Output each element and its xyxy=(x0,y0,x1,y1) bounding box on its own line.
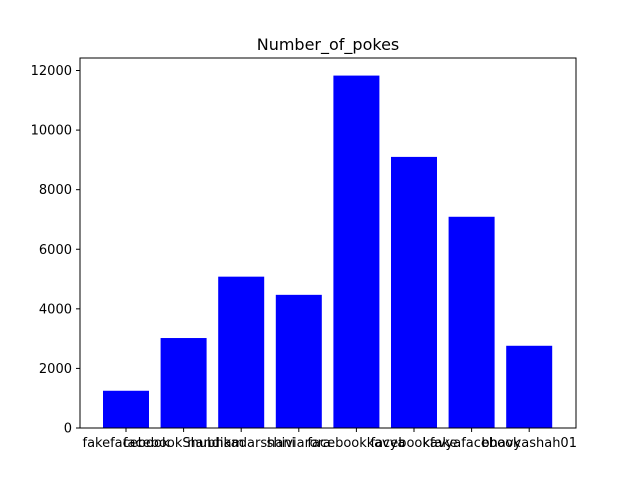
y-tick-label: 0 xyxy=(64,422,72,437)
x-tick-label: bhavyashah01 xyxy=(481,436,577,451)
y-axis: 0 2000 4000 6000 8000 10000 12000 xyxy=(31,64,80,437)
y-tick-label: 4000 xyxy=(39,302,72,317)
x-tick-label: facebookfake xyxy=(371,436,458,451)
y-tick-label: 12000 xyxy=(31,64,72,79)
x-tick-label: facebookkavya xyxy=(307,436,405,451)
x-tick-label: shiviarora xyxy=(267,436,331,451)
x-tick-label: facebookShubham xyxy=(123,436,244,451)
y-tick-label: 10000 xyxy=(31,124,72,139)
bar-facebookfake xyxy=(391,156,437,428)
chart-title: Number_of_pokes xyxy=(257,35,400,55)
bar-bhavyashah01 xyxy=(506,345,553,428)
y-tick-label: 2000 xyxy=(39,362,72,377)
bar-kavyafacebook xyxy=(448,216,495,428)
x-tick-label: fakefacebook xyxy=(83,436,170,451)
x-tick-label: kavyafacebook xyxy=(423,436,521,451)
bar-nandikadarshani xyxy=(218,276,265,428)
x-tick-label: nandikadarshani xyxy=(187,436,295,451)
y-tick-label: 6000 xyxy=(39,243,72,258)
bars-group xyxy=(103,75,553,428)
bar-shiviarora xyxy=(275,294,322,428)
y-tick-label: 8000 xyxy=(39,183,72,198)
bar-facebookShubham xyxy=(160,338,207,428)
plot-frame xyxy=(79,57,577,429)
x-axis: fakefacebookfacebookShubhamnandikadarsha… xyxy=(83,428,577,451)
bar-facebookkavya xyxy=(333,75,380,428)
bar-fakefacebook xyxy=(103,390,149,428)
